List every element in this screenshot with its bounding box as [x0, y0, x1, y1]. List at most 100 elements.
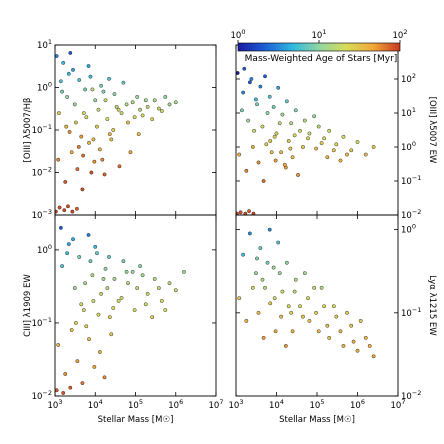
- scatter-point: [152, 98, 157, 103]
- scatter-point: [140, 273, 145, 278]
- scatter-point: [238, 210, 243, 215]
- scatter-point: [286, 304, 291, 309]
- scatter-point: [301, 145, 305, 149]
- y-tick-label: 100: [37, 81, 52, 94]
- scatter-point: [55, 209, 58, 214]
- scatter-point: [284, 260, 289, 265]
- scatter-point: [260, 124, 265, 129]
- scatter-point: [79, 134, 84, 139]
- scatter-points: [236, 66, 376, 215]
- scatter-point: [267, 227, 272, 232]
- scatter-point: [272, 134, 277, 139]
- scatter-point: [119, 111, 124, 116]
- scatter-point: [282, 162, 287, 167]
- scatter-point: [307, 318, 312, 323]
- scatter-point: [349, 323, 354, 328]
- x-tick-label: 104: [269, 398, 284, 411]
- scatter-point: [167, 281, 172, 286]
- scatter-point: [84, 115, 89, 120]
- colorbar-tick-label: 101: [312, 28, 327, 41]
- scatter-point: [293, 277, 298, 282]
- scatter-point: [71, 237, 75, 242]
- scatter-point: [114, 104, 119, 109]
- scatter-point: [96, 107, 101, 112]
- x-tick-label: 103: [229, 398, 244, 411]
- y-tick-label: 10−3: [32, 208, 52, 221]
- scatter-point: [258, 246, 263, 251]
- colorbar-label: Mass-Weighted Age of Stars [Myr]: [245, 54, 398, 64]
- scatter-point: [105, 117, 110, 122]
- scatter-point: [251, 211, 256, 215]
- scatter-point: [97, 350, 102, 354]
- scatter-point: [351, 339, 356, 344]
- scatter-point: [57, 205, 62, 210]
- scatter-point: [341, 343, 346, 348]
- scatter-point: [265, 111, 270, 115]
- scatter-point: [103, 266, 108, 271]
- scatter-point: [241, 90, 246, 95]
- scatter-point: [247, 231, 252, 236]
- scatter-point: [58, 225, 63, 230]
- scatter-point: [258, 84, 263, 89]
- scatter-point: [107, 315, 112, 320]
- scatter-point: [268, 301, 273, 306]
- scatter-point: [280, 112, 285, 117]
- scatter-point: [292, 289, 297, 294]
- scatter-point: [87, 140, 91, 145]
- panel-top-left: 101 100 10−1 10−2 10−3 [OIII] λ5007/Hβ: [23, 38, 217, 221]
- scatter-point: [256, 310, 261, 315]
- scatter-point: [244, 318, 249, 323]
- scatter-point: [69, 328, 74, 332]
- scatter-point: [289, 121, 294, 126]
- scatter-point: [65, 95, 70, 99]
- scatter-point: [81, 308, 86, 312]
- scatter-point: [101, 277, 106, 281]
- scatter-points: [55, 51, 178, 214]
- x-tick-label: 106: [168, 398, 183, 411]
- scatter-point: [268, 139, 273, 143]
- scatter-point: [345, 310, 349, 315]
- scatter-point: [124, 102, 129, 107]
- scatter-point: [143, 302, 148, 307]
- scatter-point: [93, 244, 98, 249]
- scatter-point: [112, 92, 117, 97]
- scatter-point: [159, 109, 164, 113]
- scatter-point: [279, 314, 284, 319]
- scatter-point: [237, 152, 242, 157]
- scatter-point: [66, 204, 70, 209]
- scatter-point: [283, 343, 288, 348]
- scatter-point: [277, 271, 282, 276]
- scatter-point: [66, 71, 71, 76]
- panel-bottom-right: 100 10−1 10−2 103 104 105 106 107 Stellar Mass […: [229, 214, 437, 425]
- scatter-point: [80, 381, 85, 386]
- scatter-point: [102, 375, 107, 380]
- y-tick-label: 10−2: [32, 166, 52, 179]
- scatter-point: [173, 288, 178, 293]
- scatter-point: [358, 318, 363, 323]
- scatter-point: [255, 102, 259, 107]
- x-tick-label: 103: [48, 398, 63, 411]
- y-tick-label: 10−1: [401, 306, 421, 319]
- scatter-point: [81, 153, 86, 158]
- scatter-point: [261, 179, 266, 183]
- scatter-point: [273, 158, 278, 163]
- scatter-point: [112, 277, 117, 281]
- scatter-point: [109, 332, 114, 337]
- scatter-point: [237, 296, 242, 301]
- scatter-point: [111, 128, 116, 132]
- scatter-point: [236, 211, 239, 215]
- scatter-point: [244, 168, 249, 173]
- scatter-point: [316, 124, 321, 129]
- y-tick-label: 10−2: [401, 208, 421, 221]
- scatter-point: [156, 286, 161, 290]
- scatter-point: [345, 152, 349, 157]
- scatter-point: [77, 255, 82, 259]
- scatter-point: [150, 117, 155, 122]
- x-tick-label: 107: [209, 398, 224, 411]
- x-tick-label: 104: [88, 398, 103, 411]
- scatter-point: [76, 144, 81, 149]
- scatter-point: [246, 118, 251, 123]
- scatter-point: [286, 139, 291, 143]
- scatter-point: [150, 315, 155, 320]
